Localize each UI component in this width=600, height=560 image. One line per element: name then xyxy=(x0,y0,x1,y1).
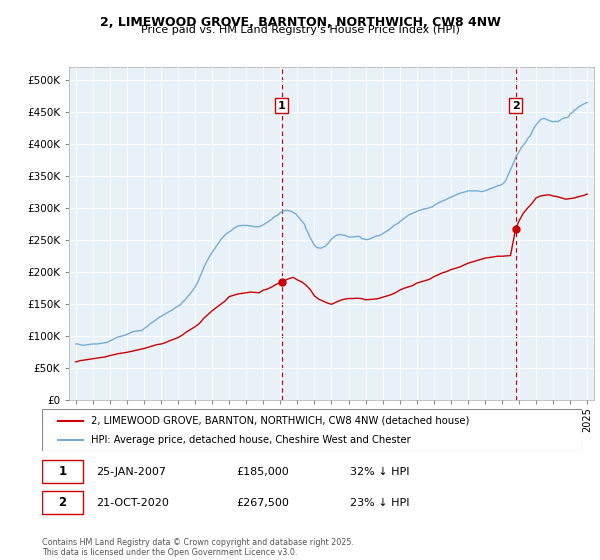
Text: £185,000: £185,000 xyxy=(236,467,289,477)
Text: 23% ↓ HPI: 23% ↓ HPI xyxy=(350,498,409,507)
Text: 1: 1 xyxy=(278,101,286,111)
Text: 32% ↓ HPI: 32% ↓ HPI xyxy=(350,467,409,477)
Text: HPI: Average price, detached house, Cheshire West and Chester: HPI: Average price, detached house, Ches… xyxy=(91,435,410,445)
FancyBboxPatch shape xyxy=(42,460,83,483)
Text: 2: 2 xyxy=(58,496,67,509)
Text: Contains HM Land Registry data © Crown copyright and database right 2025.
This d: Contains HM Land Registry data © Crown c… xyxy=(42,538,354,557)
Text: 2: 2 xyxy=(512,101,520,111)
Text: 2, LIMEWOOD GROVE, BARNTON, NORTHWICH, CW8 4NW: 2, LIMEWOOD GROVE, BARNTON, NORTHWICH, C… xyxy=(100,16,500,29)
Text: 2, LIMEWOOD GROVE, BARNTON, NORTHWICH, CW8 4NW (detached house): 2, LIMEWOOD GROVE, BARNTON, NORTHWICH, C… xyxy=(91,416,469,426)
Text: Price paid vs. HM Land Registry's House Price Index (HPI): Price paid vs. HM Land Registry's House … xyxy=(140,25,460,35)
Text: 1: 1 xyxy=(58,465,67,478)
Text: £267,500: £267,500 xyxy=(236,498,289,507)
Text: 25-JAN-2007: 25-JAN-2007 xyxy=(96,467,166,477)
FancyBboxPatch shape xyxy=(42,491,83,514)
Text: 21-OCT-2020: 21-OCT-2020 xyxy=(96,498,169,507)
